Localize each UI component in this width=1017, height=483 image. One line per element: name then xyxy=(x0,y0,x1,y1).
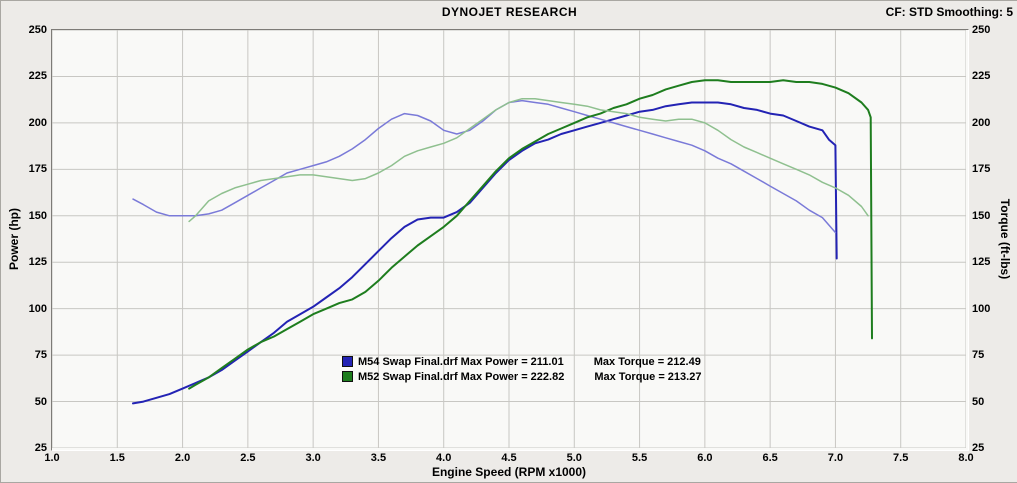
plot-area: M54 Swap Final.drf Max Power = 211.01 Ma… xyxy=(51,29,969,451)
legend-item-m54: M54 Swap Final.drf Max Power = 211.01 Ma… xyxy=(342,354,701,369)
x-tick-label: 2.0 xyxy=(174,452,191,464)
x-tick-label: 6.0 xyxy=(697,452,713,464)
x-axis-title: Engine Speed (RPM x1000) xyxy=(431,465,587,479)
x-tick-label: 1.5 xyxy=(109,452,125,464)
power-tick-label: 75 xyxy=(34,349,47,362)
torque-tick-label: 225 xyxy=(972,70,991,83)
x-tick-label: 3.5 xyxy=(370,452,387,464)
legend-m54-file-maxpower-label: M54 Swap Final.drf Max Power = 211.01 xyxy=(358,355,564,368)
power-tick-label: 100 xyxy=(28,302,47,315)
page-title: DYNOJET RESEARCH xyxy=(441,5,578,19)
x-tick-label: 3.0 xyxy=(305,452,321,464)
x-tick-label: 8.0 xyxy=(958,452,974,464)
x-tick-label: 5.5 xyxy=(631,452,648,464)
torque-tick-label: 100 xyxy=(972,302,991,315)
power-tick-label: 150 xyxy=(28,209,47,222)
correction-smoothing-label: CF: STD Smoothing: 5 xyxy=(885,5,1013,19)
x-tick-label: 1.0 xyxy=(44,452,60,464)
torque-tick-label: 25 xyxy=(972,442,985,454)
x-tick-label: 2.5 xyxy=(240,452,256,464)
legend-swatch-m54-icon xyxy=(342,356,353,367)
power-tick-label: 225 xyxy=(28,70,47,83)
torque-tick-label: 50 xyxy=(972,395,985,408)
torque-tick-label: 150 xyxy=(972,209,991,222)
x-tick-label: 4.5 xyxy=(501,452,517,464)
torque-tick-label: 125 xyxy=(972,256,991,269)
legend-m52-file-maxpower-label: M52 Swap Final.drf Max Power = 222.82 xyxy=(358,370,565,383)
m54-torque-curve xyxy=(132,99,837,234)
x-tick-label: 5.0 xyxy=(566,452,582,464)
m52-power-curve xyxy=(188,79,873,390)
power-tick-label: 125 xyxy=(28,256,47,269)
legend-m52-maxtorque-label: Max Torque = 213.27 xyxy=(594,370,702,383)
torque-tick-label: 175 xyxy=(972,163,991,176)
m54-power-curve xyxy=(132,101,838,405)
power-tick-label: 175 xyxy=(28,163,47,176)
legend-m54-maxtorque-label: Max Torque = 212.49 xyxy=(593,355,701,368)
torque-tick-label: 250 xyxy=(972,24,991,36)
x-tick-label: 4.0 xyxy=(436,452,452,464)
power-tick-label: 250 xyxy=(28,24,47,36)
x-tick-label: 7.0 xyxy=(827,452,844,464)
legend-item-m52: M52 Swap Final.drf Max Power = 222.82 Ma… xyxy=(342,369,701,384)
x-tick-label: 6.5 xyxy=(762,452,778,464)
torque-tick-label: 75 xyxy=(972,349,985,362)
torque-tick-label: 200 xyxy=(972,116,991,129)
dyno-curves-svg xyxy=(52,30,966,448)
power-tick-label: 50 xyxy=(34,395,47,408)
m52-torque-curve xyxy=(188,97,869,223)
legend: M54 Swap Final.drf Max Power = 211.01 Ma… xyxy=(342,354,701,384)
legend-swatch-m52-icon xyxy=(342,371,353,382)
x-tick-label: 7.5 xyxy=(893,452,909,464)
power-tick-label: 25 xyxy=(34,442,47,454)
power-tick-label: 200 xyxy=(28,116,47,129)
